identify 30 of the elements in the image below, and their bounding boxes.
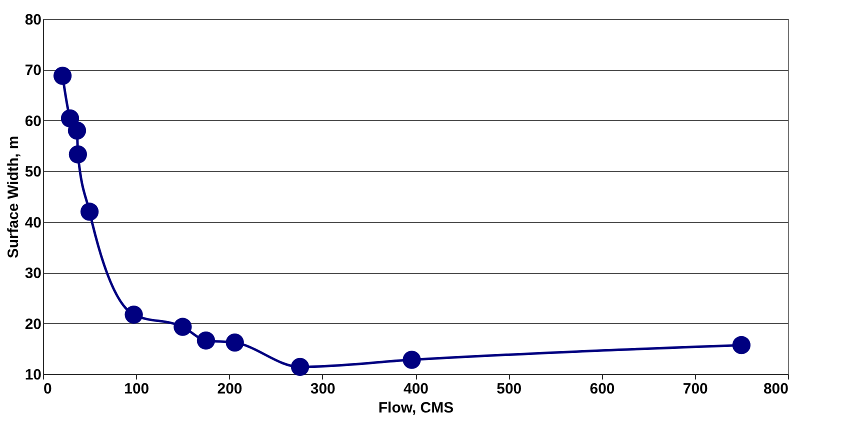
y-tick-label: 20 (24, 316, 42, 333)
y-tick-label: 10 (24, 366, 42, 384)
y-tick-label: 50 (24, 164, 42, 181)
point (402, 350, 421, 369)
y-axis-title: Surface Width, m (4, 136, 22, 258)
y-tick-label: 70 (24, 62, 42, 80)
y-tick-label: 60 (24, 112, 42, 130)
point (53, 66, 72, 85)
x-tick-label: 800 (763, 380, 788, 398)
point (124, 306, 143, 324)
point (732, 336, 751, 354)
x-tick-label: 600 (590, 380, 615, 398)
point (68, 145, 88, 164)
y-tick-label: 30 (24, 265, 42, 282)
x-tick-label: 300 (310, 380, 336, 398)
point (174, 318, 192, 336)
point (80, 202, 99, 221)
x-axis-title: Flow, CMS (378, 400, 454, 416)
point (196, 331, 216, 350)
y-tick-label: 40 (24, 214, 42, 232)
x-tick-label: 400 (403, 380, 429, 398)
point (68, 122, 86, 140)
point (290, 358, 310, 376)
x-tick-label: 0 (44, 380, 52, 398)
point (226, 333, 244, 352)
x-tick-label: 500 (496, 380, 522, 398)
y-tick-label: 80 (24, 12, 42, 28)
x-tick-label: 200 (217, 380, 242, 398)
x-tick-label: 100 (124, 380, 150, 398)
x-tick-label: 700 (682, 380, 708, 398)
